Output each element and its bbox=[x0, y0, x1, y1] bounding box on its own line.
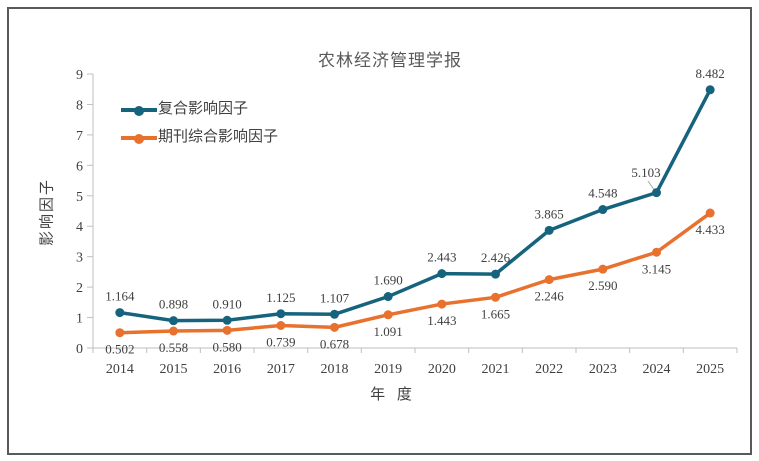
x-tick-label: 2024 bbox=[643, 362, 671, 377]
data-point bbox=[383, 292, 393, 302]
data-label: 1.107 bbox=[320, 290, 350, 305]
x-tick-label: 2015 bbox=[160, 362, 188, 377]
data-label: 0.910 bbox=[213, 296, 242, 311]
data-point bbox=[491, 292, 500, 302]
data-point bbox=[598, 264, 608, 274]
data-label: 0.739 bbox=[266, 335, 295, 350]
x-axis-title: 年 度 bbox=[370, 387, 416, 403]
x-tick-label: 2017 bbox=[267, 362, 295, 377]
data-point bbox=[222, 325, 232, 335]
legend-item-journal-comprehensive-impact-factor: 期刊综合影响因子 bbox=[120, 127, 278, 148]
data-point bbox=[169, 326, 178, 336]
x-tick-label: 2025 bbox=[696, 362, 724, 377]
data-point bbox=[652, 188, 661, 198]
data-point bbox=[115, 328, 125, 338]
y-tick-label: 3 bbox=[76, 251, 83, 266]
legend-swatch-journal-line-icon bbox=[121, 133, 157, 144]
data-point bbox=[491, 269, 500, 279]
data-point bbox=[437, 269, 447, 279]
data-label: 8.482 bbox=[696, 66, 725, 81]
data-point bbox=[544, 225, 554, 235]
legend-item-composite-impact-factor: 复合影响因子 bbox=[120, 99, 278, 120]
data-label: 2.443 bbox=[427, 250, 456, 265]
data-point bbox=[544, 275, 554, 285]
data-point bbox=[330, 322, 339, 332]
data-label: 1.443 bbox=[427, 313, 456, 328]
legend-swatch-composite-line-icon bbox=[121, 105, 157, 116]
data-point bbox=[705, 85, 715, 95]
data-point bbox=[705, 208, 715, 218]
data-point bbox=[276, 309, 286, 319]
data-point bbox=[652, 247, 661, 257]
x-tick-label: 2018 bbox=[321, 362, 349, 377]
y-tick-label: 7 bbox=[76, 129, 83, 144]
x-tick-label: 2016 bbox=[213, 362, 241, 377]
data-label: 0.898 bbox=[159, 297, 188, 312]
data-label: 1.091 bbox=[374, 324, 403, 339]
y-tick-label: 6 bbox=[76, 159, 83, 174]
data-label: 0.678 bbox=[320, 336, 349, 351]
data-point bbox=[598, 205, 608, 215]
data-point bbox=[330, 309, 339, 319]
data-point bbox=[276, 321, 286, 331]
data-label: 2.426 bbox=[481, 250, 511, 265]
data-point bbox=[115, 308, 125, 318]
data-label: 0.502 bbox=[105, 342, 134, 357]
y-tick-label: 8 bbox=[76, 98, 83, 113]
y-tick-label: 0 bbox=[76, 342, 83, 357]
chart-title: 农林经济管理学报 bbox=[318, 51, 462, 70]
data-label: 2.246 bbox=[535, 289, 565, 304]
y-tick-label: 5 bbox=[76, 190, 83, 205]
data-label: 4.433 bbox=[696, 222, 725, 237]
data-point bbox=[437, 299, 447, 309]
x-tick-label: 2021 bbox=[482, 362, 510, 377]
series-line-0 bbox=[118, 88, 712, 323]
data-label: 4.548 bbox=[588, 186, 617, 201]
y-tick-label: 9 bbox=[76, 68, 83, 83]
data-label: 1.690 bbox=[374, 273, 403, 288]
data-label: 2.590 bbox=[588, 278, 617, 293]
data-label: 1.665 bbox=[481, 306, 510, 321]
x-tick-label: 2020 bbox=[428, 362, 456, 377]
x-tick-label: 2022 bbox=[535, 362, 563, 377]
legend-label-journal-comprehensive: 期刊综合影响因子 bbox=[158, 129, 279, 145]
y-tick-label: 4 bbox=[76, 220, 83, 235]
legend: 复合影响因子 期刊综合影响因子 bbox=[120, 99, 278, 148]
data-point bbox=[169, 316, 178, 326]
data-point bbox=[383, 310, 393, 320]
data-label: 0.558 bbox=[159, 340, 188, 355]
y-tick-label: 1 bbox=[76, 312, 83, 327]
data-label: 1.125 bbox=[266, 290, 295, 305]
data-label: 5.103 bbox=[631, 165, 660, 180]
y-tick-label: 2 bbox=[76, 281, 83, 296]
x-tick-label: 2014 bbox=[106, 362, 134, 377]
data-label: 0.580 bbox=[213, 339, 242, 354]
series-line-1 bbox=[118, 211, 712, 335]
data-point bbox=[222, 315, 232, 325]
data-label: 1.164 bbox=[105, 289, 135, 304]
x-tick-label: 2023 bbox=[589, 362, 617, 377]
data-label: 3.865 bbox=[535, 206, 564, 221]
x-tick-label: 2019 bbox=[374, 362, 402, 377]
chart-frame-border bbox=[7, 7, 752, 455]
legend-label-composite: 复合影响因子 bbox=[158, 101, 249, 117]
data-label: 3.145 bbox=[642, 261, 671, 276]
